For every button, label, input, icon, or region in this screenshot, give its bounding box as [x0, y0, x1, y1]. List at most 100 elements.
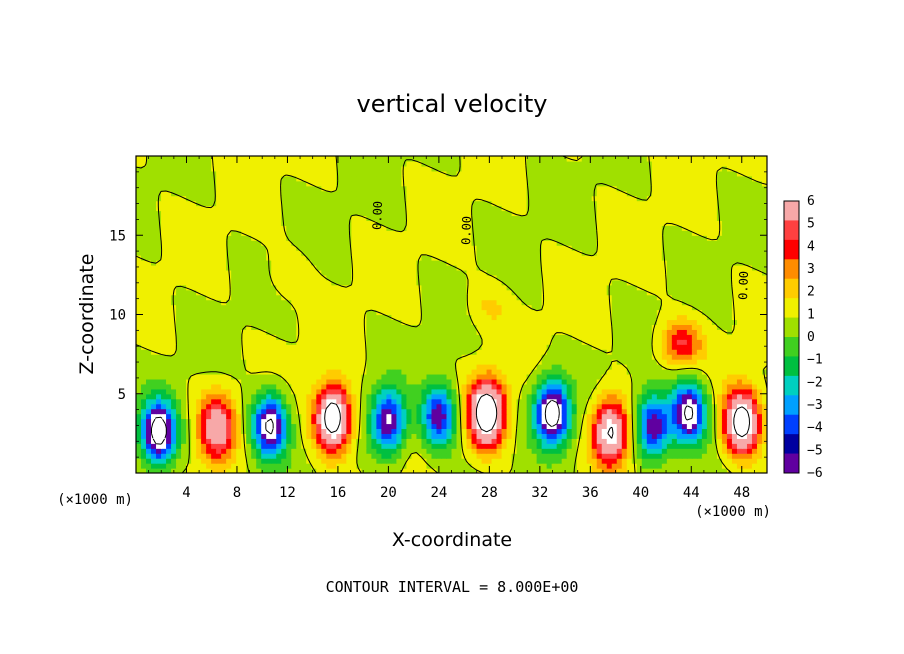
field-cell — [551, 299, 558, 306]
field-cell — [701, 398, 708, 405]
field-cell — [216, 448, 222, 454]
field-cell — [416, 433, 423, 439]
field-cell — [301, 339, 307, 345]
field-cell — [446, 413, 453, 420]
field-cell — [336, 364, 342, 370]
field-cell — [316, 284, 322, 291]
field-cell — [591, 289, 598, 296]
field-cell — [176, 468, 182, 473]
field-cell — [331, 468, 337, 473]
field-cell — [211, 413, 217, 420]
field-cell — [211, 319, 217, 325]
field-cell — [276, 408, 282, 415]
field-cell — [381, 349, 387, 355]
field-cell — [531, 428, 538, 434]
field-cell — [501, 428, 508, 434]
field-cell — [611, 448, 618, 454]
field-cell — [451, 289, 458, 296]
field-cell — [401, 354, 408, 360]
field-cell — [561, 443, 568, 449]
field-cell — [531, 378, 538, 385]
field-cell — [156, 373, 162, 380]
field-cell — [146, 403, 152, 410]
field-cell — [656, 403, 663, 410]
field-cell — [406, 334, 413, 340]
field-cell — [651, 373, 658, 380]
field-cell — [251, 309, 257, 316]
field-cell — [331, 314, 337, 321]
field-cell — [296, 388, 302, 395]
field-cell — [626, 423, 633, 430]
field-cell — [241, 334, 247, 340]
field-cell — [501, 334, 508, 340]
field-cell — [726, 294, 733, 301]
field-cell — [336, 349, 342, 355]
field-cell — [326, 364, 332, 370]
field-cell — [446, 294, 453, 301]
field-cell — [611, 364, 618, 370]
field-cell — [726, 443, 733, 449]
field-cell — [626, 314, 633, 321]
field-cell — [231, 443, 237, 449]
field-cell — [316, 413, 322, 420]
field-cell — [396, 304, 403, 311]
field-cell — [286, 319, 292, 325]
field-cell — [451, 428, 458, 434]
field-cell — [206, 418, 212, 425]
field-cell — [271, 368, 277, 375]
field-cell — [516, 344, 523, 350]
field-cell — [666, 463, 673, 469]
field-cell — [746, 334, 753, 340]
field-cell — [146, 458, 152, 464]
field-cell — [641, 334, 648, 340]
field-cell — [256, 413, 262, 420]
field-cell — [486, 403, 493, 410]
field-cell — [446, 284, 453, 291]
field-cell — [616, 289, 623, 296]
field-cell — [196, 418, 202, 425]
field-cell — [726, 398, 733, 405]
field-cell — [571, 284, 578, 291]
field-cell — [486, 393, 493, 400]
field-cell — [246, 309, 252, 316]
field-cell — [401, 453, 408, 459]
field-cell — [751, 359, 758, 365]
field-cell — [261, 289, 267, 296]
field-cell — [411, 438, 418, 444]
field-cell — [291, 373, 297, 380]
field-cell — [731, 393, 738, 400]
field-cell — [176, 274, 182, 281]
field-cell — [146, 364, 152, 370]
field-cell — [236, 304, 242, 311]
field-cell — [641, 383, 648, 390]
field-cell — [246, 428, 252, 434]
field-cell — [516, 368, 523, 375]
field-cell — [486, 354, 493, 360]
field-cell — [611, 453, 618, 459]
field-cell — [631, 398, 638, 405]
field-cell — [506, 383, 513, 390]
field-cell — [651, 299, 658, 306]
field-cell — [756, 339, 763, 345]
field-cell — [381, 299, 387, 306]
field-cell — [301, 354, 307, 360]
field-cell — [601, 393, 608, 400]
field-cell — [721, 423, 728, 430]
field-cell — [456, 433, 463, 439]
field-cell — [326, 284, 332, 291]
field-cell — [666, 349, 673, 355]
field-cell — [506, 309, 513, 316]
field-cell — [251, 463, 257, 469]
field-cell — [446, 309, 453, 316]
field-cell — [501, 458, 508, 464]
field-cell — [636, 428, 643, 434]
field-cell — [616, 418, 623, 425]
field-cell — [351, 324, 357, 330]
field-cell — [576, 329, 583, 335]
field-cell — [546, 468, 553, 473]
field-cell — [631, 354, 638, 360]
field-cell — [141, 284, 147, 291]
field-cell — [211, 408, 217, 415]
field-cell — [466, 279, 473, 286]
field-cell — [176, 378, 182, 385]
